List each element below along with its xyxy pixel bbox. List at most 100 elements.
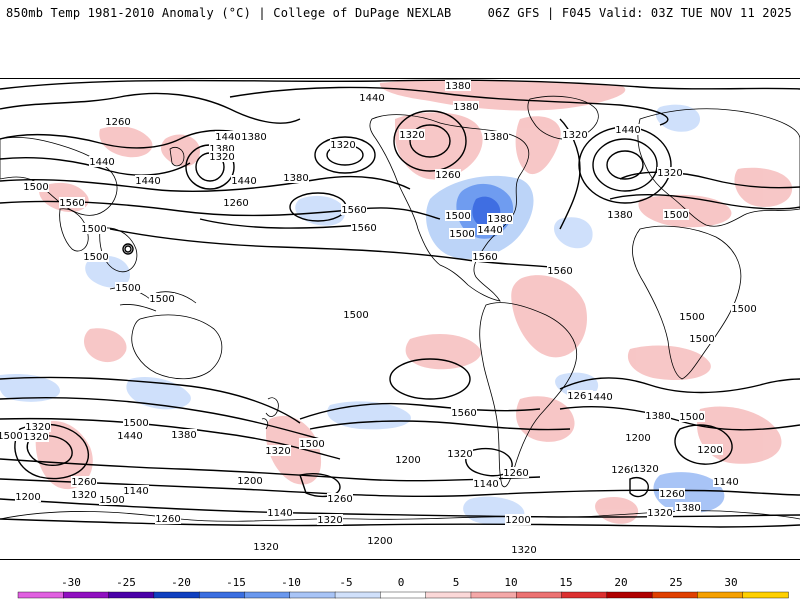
contour-label-text: 1560 (341, 205, 366, 216)
contour-label-text: 1500 (0, 431, 23, 442)
contour-label-text: 1440 (231, 176, 256, 187)
contour-label-text: 1260 (327, 494, 352, 505)
legend-color-box (153, 591, 200, 599)
contour-label: 1320 (253, 541, 279, 553)
contour-label-text: 1500 (149, 294, 174, 305)
legend-color-box (17, 591, 64, 599)
contour-label: 1380 (607, 209, 633, 221)
contour-label-text: 1500 (679, 412, 704, 423)
contour-label: 1380 (645, 410, 671, 422)
contour-label-text: 1260 (71, 477, 96, 488)
contour-label-text: 1200 (505, 515, 530, 526)
contour-label-text: 1260 (611, 465, 636, 476)
contour-label-text: 1260 (155, 514, 180, 525)
contour-label: 1500 (23, 181, 49, 193)
contour-label: 1500 (679, 311, 705, 323)
contour-label-text: 1260 (435, 170, 460, 181)
legend-tick-label: 30 (724, 576, 737, 589)
contour-label: 1200 (15, 491, 41, 503)
contour-label: 1260 (327, 493, 353, 505)
contour-label-text: 1140 (123, 486, 148, 497)
contour-label: 1260 (435, 169, 461, 181)
contour-label: 1500 (149, 293, 175, 305)
contour-label: 1320 (25, 421, 51, 433)
contour-label: 1440 (587, 391, 613, 403)
contour-label-text: 1440 (359, 93, 384, 104)
contour-label-text: 1500 (83, 252, 108, 263)
contour-label: 1560 (341, 204, 367, 216)
contour-label: 1500 (0, 430, 23, 442)
legend-color-box (561, 591, 608, 599)
legend-color-box (742, 591, 789, 599)
legend-tick-label: -15 (226, 576, 246, 589)
contour-label: 1320 (657, 167, 683, 179)
contour-label-text: 1440 (117, 431, 142, 442)
contour-label-text: 1560 (547, 266, 572, 277)
contour-label-text: 1500 (449, 229, 474, 240)
contour-label-text: 1320 (562, 130, 587, 141)
contour-label-text: 1380 (607, 210, 632, 221)
contour-label: 1260 (71, 476, 97, 488)
contour-label: 1380 (487, 213, 513, 225)
contour-label: 1320 (330, 139, 356, 151)
contour-label-text: 1320 (657, 168, 682, 179)
contour-label: 1500 (115, 282, 141, 294)
legend-tick-label: -5 (339, 576, 352, 589)
contour-label-text: 1500 (23, 182, 48, 193)
contour-label: 1380 (453, 101, 479, 113)
contour-label: 1500 (445, 210, 471, 222)
contour-label: 1260 (503, 467, 529, 479)
contour-label: 1320 (447, 448, 473, 460)
contour-label: 1260 (611, 464, 637, 476)
contour-label-text: 1560 (59, 198, 84, 209)
contour-label: 1500 (689, 333, 715, 345)
legend-tick-label: 25 (669, 576, 682, 589)
contour-label-text: 1320 (253, 542, 278, 553)
legend-color-box (697, 591, 744, 599)
legend-color-box (380, 591, 427, 599)
contour-label-text: 1500 (679, 312, 704, 323)
contour-label-text: 1200 (237, 476, 262, 487)
contour-label: 1440 (215, 131, 241, 143)
contour-label-text: 1200 (625, 433, 650, 444)
contour-label: 1500 (449, 228, 475, 240)
contour-labels: 1380144013801440126013801320132014401380… (0, 80, 757, 556)
contour-label-text: 1200 (367, 536, 392, 547)
contour-label-text: 1440 (89, 157, 114, 168)
contour-label-text: 1320 (23, 432, 48, 443)
contour-label-text: 1320 (265, 446, 290, 457)
model-valid-time: 06Z GFS | F045 Valid: 03Z TUE NOV 11 202… (487, 6, 792, 20)
contour-label: 1200 (395, 454, 421, 466)
contour-label-text: 1140 (713, 477, 738, 488)
contour-label: 1380 (675, 502, 701, 514)
contour-label-text: 1260 (503, 468, 528, 479)
contour-label: 1500 (299, 438, 325, 450)
contour-label: 1440 (615, 124, 641, 136)
contour-label-text: 1140 (473, 479, 498, 490)
contour-label: 1440 (135, 175, 161, 187)
contour-label-text: 1440 (587, 392, 612, 403)
contour-label-text: 1500 (343, 310, 368, 321)
contour-label: 1440 (231, 175, 257, 187)
contour-label-text: 1380 (209, 144, 234, 155)
legend-color-box (425, 591, 472, 599)
contour-label-text: 1320 (317, 515, 342, 526)
contour-label-text: 1440 (477, 225, 502, 236)
contour-label: 1320 (562, 129, 588, 141)
contour-label-text: 1140 (267, 508, 292, 519)
contour-label-text: 1320 (447, 449, 472, 460)
contour-label: 1500 (679, 411, 705, 423)
legend-tick-label: 20 (614, 576, 627, 589)
contour-label: 1320 (399, 129, 425, 141)
map-panel: 1380144013801440126013801320132014401380… (0, 78, 800, 560)
contour-label-text: 1380 (171, 430, 196, 441)
contour-label: 1200 (237, 475, 263, 487)
contour-label-text: 1560 (351, 223, 376, 234)
legend-color-box (244, 591, 291, 599)
contour-label: 1560 (451, 407, 477, 419)
contour-label: 1320 (317, 514, 343, 526)
contour-label: 1260 (567, 390, 593, 402)
chart-title: 850mb Temp 1981-2010 Anomaly (°C) | Coll… (6, 6, 452, 20)
contour-label-text: 1440 (215, 132, 240, 143)
legend-tick-label: -25 (116, 576, 136, 589)
